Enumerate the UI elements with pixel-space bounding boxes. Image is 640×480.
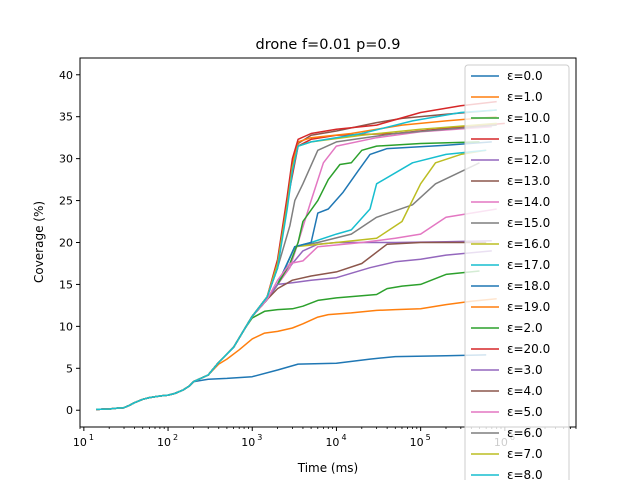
x-tick-label-exponent: 5 — [426, 433, 431, 442]
y-tick-label: 10 — [59, 320, 73, 333]
y-tick-label: 20 — [59, 237, 73, 250]
legend-entry: ε=17.0 — [507, 258, 550, 272]
x-tick-label: 10 — [73, 436, 87, 449]
legend-box — [464, 64, 570, 480]
y-axis-label: Coverage (%) — [32, 201, 46, 283]
y-tick-label: 5 — [66, 362, 73, 375]
x-tick-label: 10 — [157, 436, 171, 449]
legend-entry: ε=4.0 — [507, 384, 543, 398]
legend-entry: ε=12.0 — [507, 153, 550, 167]
x-tick-label: 10 — [410, 436, 424, 449]
y-tick-label: 0 — [66, 404, 73, 417]
chart-title: drone f=0.01 p=0.9 — [256, 37, 401, 53]
legend-entry: ε=0.0 — [507, 69, 543, 83]
y-tick-label: 35 — [59, 111, 73, 124]
legend-entry: ε=11.0 — [507, 132, 550, 146]
x-tick-label-exponent: 2 — [173, 433, 178, 442]
series-line-19 — [96, 109, 497, 411]
y-tick-label: 40 — [59, 69, 73, 82]
legend-entry: ε=14.0 — [507, 195, 550, 209]
legend-entry: ε=6.0 — [507, 426, 543, 440]
x-tick-label-exponent: 3 — [257, 433, 262, 442]
legend-entry: ε=13.0 — [507, 174, 550, 188]
legend-entry: ε=19.0 — [507, 300, 550, 314]
legend: ε=0.0 ε=1.0 ε=10.0 ε=11.0 ε=12.0 ε=13.0 ε=14.0… — [464, 64, 570, 480]
x-tick-label: 10 — [325, 436, 339, 449]
x-tick-label-exponent: 4 — [341, 433, 346, 442]
y-tick-label: 15 — [59, 278, 73, 291]
x-axis-label: Time (ms) — [297, 461, 359, 475]
series-layer — [96, 100, 505, 411]
legend-entry: ε=20.0 — [507, 342, 550, 356]
legend-entry: ε=16.0 — [507, 237, 550, 251]
y-axis: 0 5 10 15 20 25 30 35 40 — [59, 69, 80, 417]
legend-entry: ε=8.0 — [507, 468, 543, 480]
legend-entry: ε=3.0 — [507, 363, 543, 377]
legend-entry: ε=7.0 — [507, 447, 543, 461]
legend-entry: ε=18.0 — [507, 279, 550, 293]
y-tick-label: 30 — [59, 153, 73, 166]
y-tick-label: 25 — [59, 195, 73, 208]
legend-entry: ε=1.0 — [507, 90, 543, 104]
x-tick-label-exponent: 1 — [89, 433, 94, 442]
legend-entry: ε=2.0 — [507, 321, 543, 335]
x-tick-label: 10 — [241, 436, 255, 449]
legend-entry: ε=5.0 — [507, 405, 543, 419]
legend-entry: ε=15.0 — [507, 216, 550, 230]
legend-entry: ε=10.0 — [507, 111, 550, 125]
